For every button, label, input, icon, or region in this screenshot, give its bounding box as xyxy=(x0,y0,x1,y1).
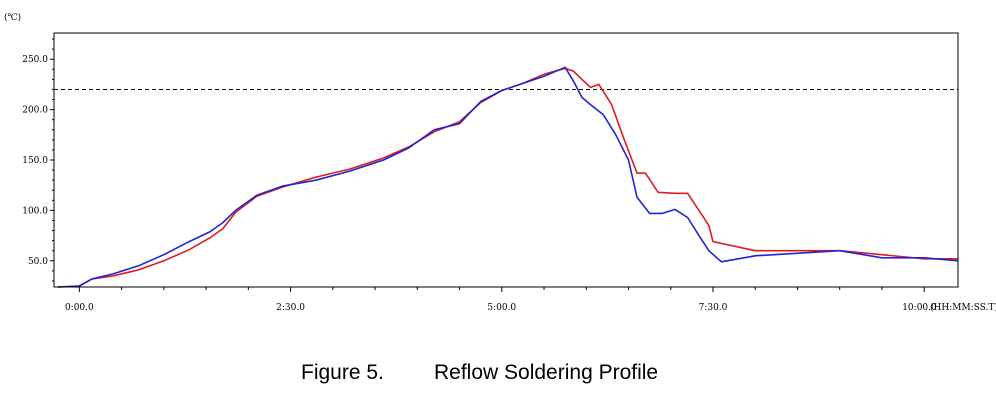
y-unit-label: (℃) xyxy=(4,12,21,23)
series-line-red xyxy=(58,67,958,288)
x-tick-label: 2:30.0 xyxy=(276,303,305,313)
series-line-blue xyxy=(58,66,959,288)
figure-title: Reflow Soldering Profile xyxy=(434,361,659,384)
axis-layer: 50.0 100.0 150.0 200.0 250.0 0:00.0 2:30.0 5:00… xyxy=(22,38,996,313)
y-tick-label: 200.0 xyxy=(22,106,48,116)
y-tick-label: 100.0 xyxy=(22,206,48,216)
y-tick-label: 50.0 xyxy=(28,257,48,267)
x-unit-label: (HH:MM:SS.T) xyxy=(930,302,996,313)
y-tick-label: 250.0 xyxy=(22,55,48,65)
figure-number: Figure 5. xyxy=(301,361,384,384)
x-tick-label: 10:00.0 xyxy=(902,303,937,313)
series-layer xyxy=(58,66,959,288)
y-tick-label: 150.0 xyxy=(22,156,48,166)
x-tick-label: 5:00.0 xyxy=(487,303,516,313)
reflow-chart: 50.0 100.0 150.0 200.0 250.0 0:00.0 2:30.0 5:00… xyxy=(4,12,996,313)
x-tick-label: 7:30.0 xyxy=(699,303,728,313)
x-tick-label: 0:00.0 xyxy=(65,303,94,313)
